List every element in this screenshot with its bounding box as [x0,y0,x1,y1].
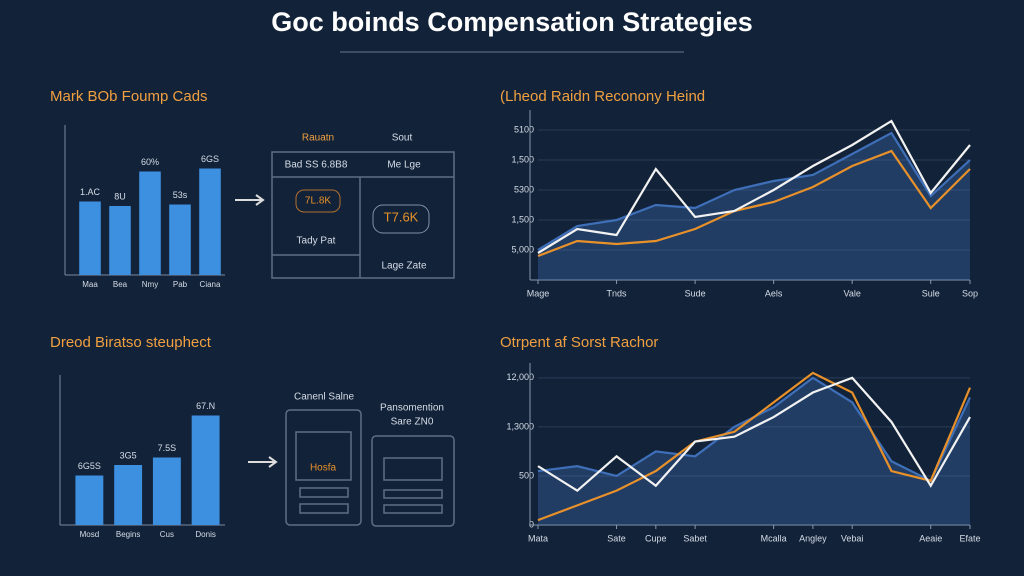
x-tick-label: Mata [528,533,548,543]
screen-label: Hosfa [310,463,337,474]
x-tick-label: Sate [607,533,626,543]
chart-title: (Lheod Raidn Reconony Heind [500,88,705,105]
x-tick-label: Vale [844,288,861,298]
bar-annotation: 6G5S [78,461,101,471]
badge [295,189,341,213]
bar [191,415,220,525]
bar [169,204,191,275]
device-screen [383,457,443,481]
page-title: Goc boinds Compensation Strategies [271,7,753,37]
series-line [537,119,971,254]
row-label: Me Lge [387,160,421,171]
y-tick-label: 5,000 [511,244,534,254]
bar-annotation: 53s [173,190,188,200]
y-tick-label: 1,500 [511,214,534,224]
badge [372,204,430,234]
x-tick-label: Vebai [841,533,864,543]
x-tick-label: Mage [527,288,550,298]
y-tick-label: 12,000 [506,372,534,382]
panel-frame [271,151,455,279]
chart-title: Dreod Biratso steuphect [50,334,212,351]
bar-annotation: 67.N [196,401,215,411]
bar-annotation: 6GS [201,154,219,164]
badge-label: T7.6K [384,209,419,224]
x-tick-label: Maa [82,280,98,289]
x-tick-label: Begins [116,530,140,539]
x-tick-label: Sule [922,288,940,298]
tab-label: Sout [392,133,413,144]
bar-annotation: 3G5 [120,450,137,460]
bar-annotation: 60% [141,157,159,167]
x-tick-label: Nmy [142,280,158,289]
device-label: Pansomention [380,403,444,414]
x-tick-label: Bea [113,280,128,289]
chart-title: Mark BOb Foump Cads [50,88,208,105]
x-tick-label: Pab [173,280,188,289]
device-button [299,503,349,514]
bar [152,457,181,525]
series-area [538,377,970,525]
x-tick-label: Donis [195,530,215,539]
series-line [537,376,971,493]
device-button [383,489,443,499]
x-tick-label: Aels [765,288,783,298]
panel-diagram: Rauatn Sout Bad SS 6.8B8 Me Lge 7L.8K T7… [235,133,455,279]
arrow-head [268,456,278,468]
device [371,435,455,527]
bar [114,465,143,525]
bar [79,201,101,275]
y-tick-label: 1,3000 [506,421,534,431]
row-label: Lage Zate [381,261,426,272]
y-tick-label: 5100 [514,124,534,134]
bar [109,206,131,275]
tab-label: Rauatn [302,133,334,144]
bar [199,168,221,275]
y-tick-label: 5300 [514,184,534,194]
device [285,409,362,526]
chart-title: Otrpent af Sorst Rachor [500,334,658,351]
x-tick-label: Angley [799,533,827,543]
y-tick-label: 0 [529,519,534,529]
device-button [299,487,349,498]
x-tick-label: Mcalla [761,533,787,543]
badge-label: 7L.8K [305,196,331,207]
device-button [383,504,443,514]
row-label: Tady Pat [297,236,336,247]
x-tick-label: Cus [160,530,174,539]
bar-annotation: 8U [114,191,126,201]
x-tick-label: Tnds [607,288,628,298]
x-tick-label: Sabet [683,533,707,543]
x-tick-label: Sude [685,288,706,298]
bar-annotation: 7.5S [158,443,177,453]
arrow-head [255,194,265,206]
bar-annotation: 1.AC [80,187,101,197]
x-tick-label: Cupe [645,533,667,543]
panel-devices: Canenl Salne Pansomention Sare ZN0 Hosfa [248,392,455,527]
y-tick-label: 500 [519,470,534,480]
series-line [537,131,971,251]
device-label: Sare ZN0 [391,417,434,428]
x-tick-label: Efate [959,533,980,543]
series-line [537,149,971,258]
x-tick-label: Aeaie [919,533,942,543]
row-label: Bad SS 6.8B8 [285,160,348,171]
x-tick-label: Mosd [80,530,100,539]
device-label: Canenl Salne [294,392,354,403]
device-screen [295,431,352,481]
x-tick-label: Ciana [200,280,221,289]
bar [139,171,161,275]
x-tick-label: Sop [962,288,978,298]
y-tick-label: 1,500 [511,154,534,164]
series-line [537,371,972,522]
bar [75,475,104,525]
